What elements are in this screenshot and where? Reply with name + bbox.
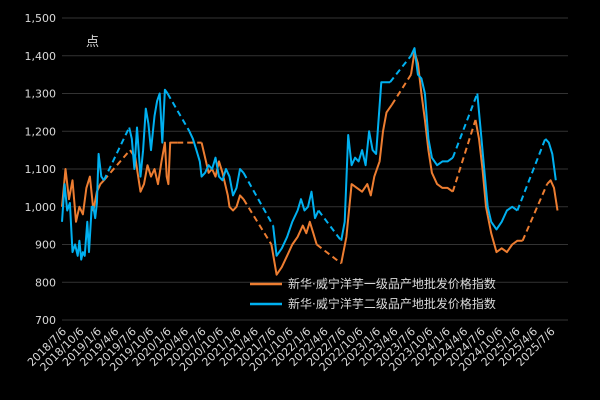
y-axis-ticks: 700 800 900 1,000 1,100 1,200 1,300 1,400 1,500	[25, 12, 57, 327]
series-1-dashed-segment	[316, 243, 342, 265]
series-1-dashed-segment	[390, 74, 412, 106]
series-1-dashed-segment	[521, 183, 549, 242]
y-tick-label: 800	[35, 276, 56, 289]
series-2-solid-segment	[188, 130, 245, 197]
series-1-solid-segment	[200, 142, 245, 212]
series-2-solid-segment	[410, 47, 454, 167]
y-tick-label: 1,200	[25, 125, 57, 138]
unit-label: 点	[86, 35, 99, 50]
series-2-solid-segment	[128, 88, 169, 178]
series-2-solid-segment	[61, 152, 105, 261]
y-tick-label: 900	[35, 239, 56, 252]
legend: 新华·威宁洋芋一级品产地批发价格指数 新华·威宁洋芋二级品产地批发价格指数	[250, 276, 496, 311]
series-1-solid-segment	[474, 119, 523, 254]
series-2	[61, 47, 557, 261]
series-2-solid-segment	[340, 81, 390, 241]
series-2-solid-segment	[272, 190, 320, 257]
legend-label-grade1: 新华·威宁洋芋一级品产地批发价格指数	[288, 276, 496, 291]
y-tick-label: 1,300	[25, 88, 57, 101]
series-2-dashed-segment	[451, 93, 479, 159]
series-2-dashed-segment	[389, 55, 412, 83]
series-1-dashed-segment	[103, 149, 131, 181]
series-1-solid-segment	[546, 179, 559, 211]
y-tick-label: 700	[35, 314, 56, 327]
series-2-solid-segment	[476, 93, 518, 231]
legend-label-grade2: 新华·威宁洋芋二级品产地批发价格指数	[288, 296, 496, 311]
x-axis-ticks: 2018/7/62018/10/62019/1/62019/4/62019/7/…	[25, 325, 558, 374]
series-2-dashed-segment	[516, 138, 547, 211]
series-1-solid-segment	[129, 141, 178, 193]
y-tick-label: 1,500	[25, 12, 57, 25]
series-1-dashed-segment	[451, 119, 477, 193]
y-tick-label: 1,400	[25, 50, 57, 63]
series-1-solid-segment	[270, 220, 318, 276]
series-1-dashed-segment	[242, 198, 273, 246]
series-2-dashed-segment	[166, 93, 191, 132]
series-2-dashed-segment	[317, 209, 342, 242]
series-1-solid-segment	[340, 104, 393, 264]
y-tick-label: 1,100	[25, 163, 57, 176]
series-2-dashed-segment	[242, 172, 274, 227]
y-tick-label: 1,000	[25, 201, 57, 214]
legend-item-grade2: 新华·威宁洋芋二级品产地批发价格指数	[250, 296, 496, 311]
series-lines	[61, 47, 559, 276]
series-2-solid-segment	[544, 138, 557, 181]
legend-item-grade1: 新华·威宁洋芋一级品产地批发价格指数	[250, 276, 496, 291]
